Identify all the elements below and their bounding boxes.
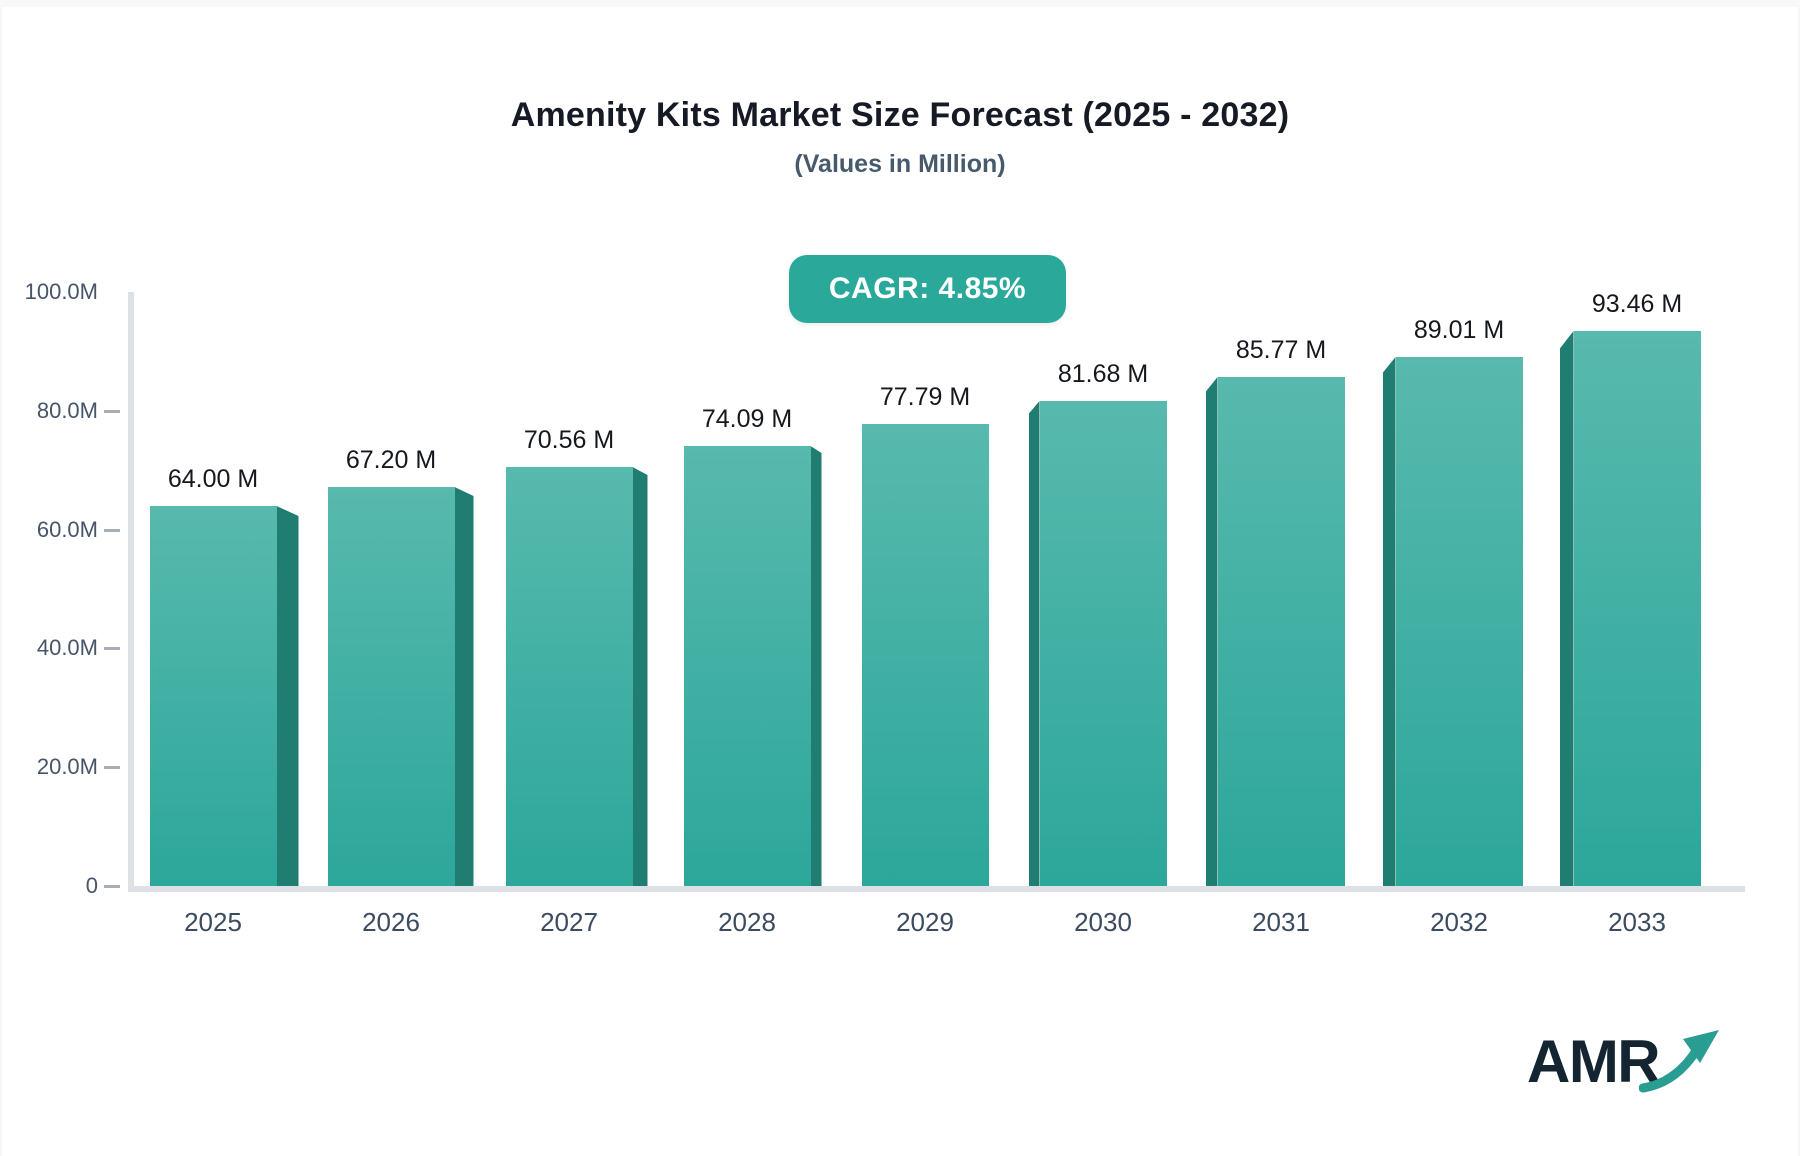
bar-group: 70.56 M 2027 [505,292,648,937]
bar-value-label: 85.77 M [1235,336,1327,364]
bar [327,487,455,886]
bar-side-face [1028,401,1040,886]
bar-side-face [810,446,822,886]
bar [1217,377,1345,886]
bar-value-label: 77.79 M [879,383,971,411]
bar-value-label: 89.01 M [1413,316,1505,344]
y-tick-label: 60.0M [36,516,98,542]
chart-title: Amenity Kits Market Size Forecast (2025 … [510,96,1290,134]
bar [505,467,633,886]
x-axis-label: 2025 [184,907,242,937]
chart-subtitle: (Values in Million) [794,150,1006,178]
y-tick-label: 40.0M [36,635,98,661]
x-axis-label: 2026 [362,907,420,937]
cagr-badge: CAGR: 4.85% [789,255,1066,323]
y-axis-line [128,292,134,892]
bar-value-label: 70.56 M [523,426,615,454]
growth-arrow-icon [1639,1030,1720,1093]
x-axis-label: 2033 [1608,907,1666,937]
x-axis-line [128,886,1745,892]
bar-side-face [632,467,648,886]
bar [683,446,811,886]
bar-group: 93.46 M 2033 [1559,290,1701,937]
y-tick-mark [104,885,120,888]
bar-group: 77.79 M 2029 [861,292,989,937]
bar-group: 64.00 M 2025 [149,292,299,937]
bar-side-face [1205,377,1218,886]
amr-logo: AMR [1527,1028,1721,1095]
y-tick-mark [104,409,120,413]
bar [1039,401,1167,886]
bar [149,506,277,886]
plot-area: 64.00 M 2025 67.20 M 2026 70.56 M 2027 74.09 M… [124,290,1726,937]
y-tick-mark [104,766,120,770]
bar-side-face [1559,331,1574,886]
bar-side-face [454,487,474,886]
y-tick-label: 80.0M [36,397,98,423]
bar-group: 85.77 M 2031 [1205,292,1345,937]
bar-value-label: 64.00 M [167,465,259,493]
y-tick-mark [104,647,120,651]
amr-logo-text: AMR [1527,1028,1661,1095]
y-tick-label: 0 [85,873,98,898]
bar-value-label: 93.46 M [1591,290,1683,318]
bar-group: 89.01 M 2032 [1382,292,1523,937]
bar [1573,331,1701,886]
bar [1395,357,1523,886]
x-axis-label: 2030 [1074,907,1132,937]
bar-group: 67.20 M 2026 [327,292,474,937]
bar-value-label: 67.20 M [345,446,437,474]
bar-value-label: 81.68 M [1057,360,1149,388]
y-tick-mark [104,528,120,532]
x-axis-label: 2031 [1252,907,1310,937]
bar-group: 81.68 M 2030 [1028,292,1167,937]
x-axis-label: 2028 [718,907,776,937]
cagr-badge-label: CAGR: 4.85% [828,272,1027,305]
y-tick-label: 20.0M [36,754,98,780]
x-axis-label: 2027 [540,907,598,937]
y-tick-label: 100.0M [24,279,98,304]
bar-side-face [276,506,299,886]
bar [861,424,989,886]
bar-group: 74.09 M 2028 [683,292,822,937]
x-axis-label: 2029 [896,907,954,937]
bar-side-face [1382,357,1396,886]
bar-value-label: 74.09 M [701,405,793,433]
x-axis-label: 2032 [1430,907,1488,937]
